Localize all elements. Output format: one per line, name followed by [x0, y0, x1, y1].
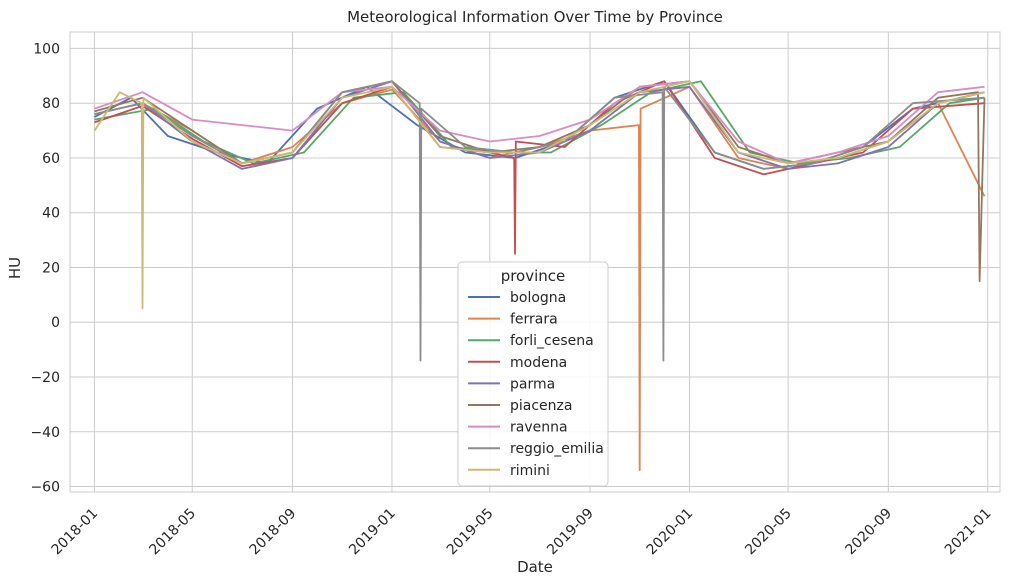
x-axis-label: Date	[517, 558, 553, 576]
y-tick-label: −20	[30, 370, 60, 386]
legend-label-ravenna: ravenna	[510, 420, 568, 436]
y-tick-label: 40	[42, 206, 60, 222]
series-line-rimini	[93, 80, 985, 310]
y-tick-label: −60	[30, 480, 60, 496]
legend-label-parma: parma	[510, 376, 555, 392]
legend: province bologna ferrara forli_cesenamoden…	[457, 261, 609, 487]
series-line-ravenna	[94, 80, 985, 165]
legend-label-ferrara: ferrara	[510, 312, 558, 328]
series-line-forli_cesena	[94, 80, 985, 165]
chart-title: Meteorological Information Over Time by …	[347, 8, 723, 26]
legend-label-forli_cesena: forli_cesena	[510, 333, 594, 349]
legend-label-rimini: rimini	[510, 463, 550, 479]
legend-label-bologna: bologna	[510, 290, 566, 306]
series-layer	[93, 80, 986, 472]
plot-frame	[69, 31, 1001, 493]
y-axis-label: HU	[6, 257, 24, 279]
legend-label-reggio_emilia: reggio_emilia	[510, 441, 604, 457]
y-tick-label: 20	[42, 260, 60, 276]
legend-title: province	[501, 267, 566, 285]
y-tick-label: 100	[33, 41, 60, 57]
legend-label-piacenza: piacenza	[510, 398, 572, 414]
y-tick-label: 80	[42, 96, 60, 112]
legend-label-modena: modena	[510, 355, 567, 371]
y-tick-label: 0	[51, 315, 60, 331]
y-ticks: −60 −40 −20 0 20 40 60 80 100	[30, 41, 60, 495]
y-tick-label: 60	[42, 151, 60, 167]
y-tick-label: −40	[30, 425, 60, 441]
